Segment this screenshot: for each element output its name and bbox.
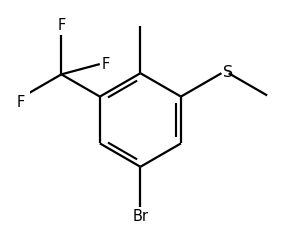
Text: Br: Br <box>132 209 148 224</box>
Text: F: F <box>17 96 25 110</box>
Text: S: S <box>223 65 233 80</box>
Text: F: F <box>57 18 65 33</box>
Text: F: F <box>102 57 110 72</box>
